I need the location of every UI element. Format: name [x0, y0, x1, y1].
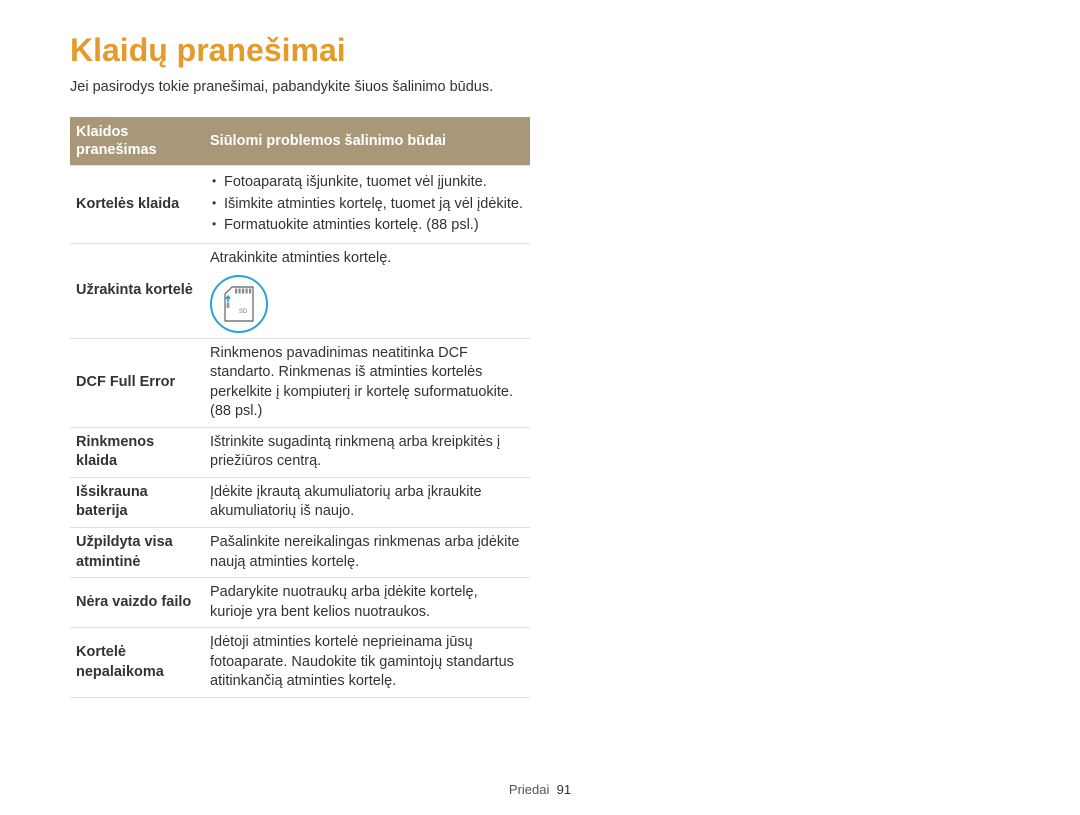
table-row: Išsikrauna baterijaĮdėkite įkrautą akumu…: [70, 477, 530, 527]
svg-text:SD: SD: [239, 309, 248, 315]
header-col-solution: Siūlomi problemos šalinimo būdai: [204, 117, 530, 166]
table-row: DCF Full ErrorRinkmenos pavadinimas neat…: [70, 338, 530, 427]
table-row: Kortelė nepalaikomaĮdėtoji atminties kor…: [70, 628, 530, 698]
sd-card-icon: SD: [210, 275, 268, 333]
error-solution: Ištrinkite sugadintą rinkmeną arba kreip…: [204, 427, 530, 477]
error-label: Kortelės klaida: [70, 166, 204, 244]
bullet-item: Formatuokite atminties kortelę. (88 psl.…: [210, 216, 524, 236]
page-title: Klaidų pranešimai: [70, 32, 1010, 69]
error-label: Rinkmenos klaida: [70, 427, 204, 477]
header-col0-line1: Klaidos: [76, 124, 128, 140]
error-solution: Fotoaparatą išjunkite, tuomet vėl įjunki…: [204, 166, 530, 244]
table-row: Rinkmenos klaidaIštrinkite sugadintą rin…: [70, 427, 530, 477]
page-footer: Priedai 91: [0, 782, 1080, 797]
table-header-row: Klaidos pranešimas Siūlomi problemos šal…: [70, 117, 530, 166]
error-solution: Padarykite nuotraukų arba įdėkite kortel…: [204, 578, 530, 628]
error-solution: Pašalinkite nereikalingas rinkmenas arba…: [204, 528, 530, 578]
table-row: Užpildyta visa atmintinėPašalinkite nere…: [70, 528, 530, 578]
intro-text: Jei pasirodys tokie pranešimai, pabandyk…: [70, 79, 1010, 95]
table-row: Nėra vaizdo failoPadarykite nuotraukų ar…: [70, 578, 530, 628]
solution-text: Atrakinkite atminties kortelę.: [210, 249, 391, 269]
error-label: Kortelė nepalaikoma: [70, 628, 204, 698]
header-col-error: Klaidos pranešimas: [70, 117, 204, 166]
error-label: Užpildyta visa atmintinė: [70, 528, 204, 578]
table-row: Užrakinta kortelėAtrakinkite atminties k…: [70, 243, 530, 338]
error-solution: Įdėkite įkrautą akumuliatorių arba įkrau…: [204, 477, 530, 527]
table-row: Kortelės klaida Fotoaparatą išjunkite, tu…: [70, 166, 530, 244]
error-label: DCF Full Error: [70, 338, 204, 427]
page: Klaidų pranešimai Jei pasirodys tokie pr…: [0, 0, 1080, 815]
header-col0-line2: pranešimas: [76, 142, 157, 158]
error-label: Išsikrauna baterija: [70, 477, 204, 527]
sd-wrap: Atrakinkite atminties kortelę. SD: [210, 249, 524, 333]
error-label: Užrakinta kortelė: [70, 243, 204, 338]
bullet-list: Fotoaparatą išjunkite, tuomet vėl įjunki…: [210, 173, 524, 236]
error-solution: Įdėtoji atminties kortelė neprieinama jū…: [204, 628, 530, 698]
error-table: Klaidos pranešimas Siūlomi problemos šal…: [70, 117, 530, 698]
footer-section: Priedai: [509, 782, 549, 797]
footer-page-number: 91: [557, 782, 571, 797]
error-solution: Rinkmenos pavadinimas neatitinka DCF sta…: [204, 338, 530, 427]
bullet-item: Fotoaparatą išjunkite, tuomet vėl įjunki…: [210, 173, 524, 193]
error-label: Nėra vaizdo failo: [70, 578, 204, 628]
bullet-item: Išimkite atminties kortelę, tuomet ją vė…: [210, 195, 524, 215]
error-solution: Atrakinkite atminties kortelę. SD: [204, 243, 530, 338]
